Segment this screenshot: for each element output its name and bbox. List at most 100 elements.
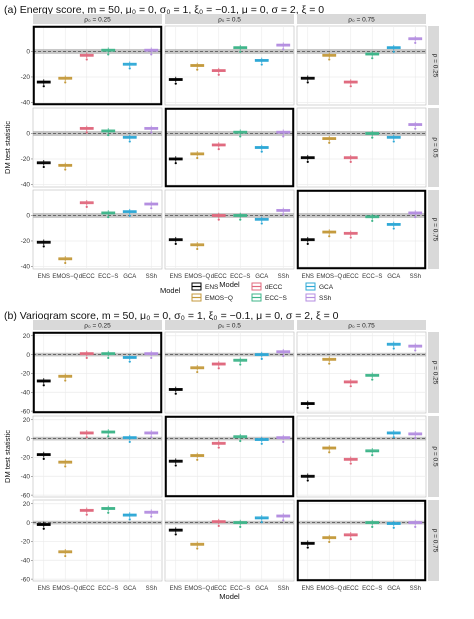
outlier-point (85, 131, 88, 134)
reference-band (33, 212, 162, 218)
highlighted-facet-border (164, 415, 295, 498)
x-tick-label: ENS (170, 586, 182, 592)
column-strip-label: ρ₀ = 0.25 (84, 17, 111, 24)
legend-item-label: dECC (265, 284, 283, 291)
outlier-point (282, 213, 285, 216)
outlier-point (414, 437, 417, 440)
energy-score-panel: (a) Energy score, m = 50, μ₀ = 0, σ₀ = 1… (3, 4, 439, 289)
y-tick-label: 20 (23, 417, 31, 424)
outlier-point (282, 519, 285, 522)
row-strip-label: ρ = 0.5 (432, 137, 439, 158)
y-tick-label: -40 (21, 389, 31, 396)
outlier-point (371, 525, 374, 528)
outlier-point (107, 435, 110, 438)
reference-band (297, 130, 426, 136)
x-tick-label: dECC (79, 274, 96, 280)
outlier-point (128, 214, 131, 217)
outlier-point (349, 236, 352, 239)
facet-background (296, 25, 427, 106)
x-tick-label: GCA (387, 586, 400, 592)
outlier-point (239, 363, 242, 366)
x-tick-label: ECC−S (98, 586, 118, 592)
y-tick-label: 0 (26, 352, 30, 359)
outlier-point (349, 462, 352, 465)
row-strip (428, 108, 439, 187)
outlier-point (150, 436, 153, 439)
x-tick-label: EMOS−Q (184, 586, 210, 592)
x-axis-title: Model (219, 592, 240, 601)
column-strip-label: ρ₀ = 0.75 (348, 323, 375, 330)
reference-band (297, 520, 426, 525)
outlier-point (282, 48, 285, 51)
column-strip (33, 320, 162, 330)
x-tick-label: dECC (343, 586, 360, 592)
outlier-point (42, 384, 45, 387)
y-tick-label: -60 (21, 576, 31, 583)
row-strip (428, 26, 439, 105)
outlier-point (150, 131, 153, 134)
outlier-point (239, 439, 242, 443)
y-tick-label: -40 (21, 100, 31, 107)
outlier-point (107, 356, 110, 360)
outlier-point (64, 261, 67, 265)
outlier-point (328, 362, 331, 365)
reference-band (33, 520, 162, 525)
outlier-point (64, 465, 67, 468)
outlier-point (107, 511, 110, 514)
outlier-point (64, 379, 67, 382)
outlier-point (64, 81, 67, 84)
outlier-point (196, 547, 199, 550)
facet-background (296, 415, 427, 498)
facet-background (164, 499, 295, 582)
outlier-point (414, 349, 417, 352)
panel-title: (b) Variogram score, m = 50, μ₀ = 0, σ₀ … (4, 310, 339, 322)
reference-band (33, 352, 162, 357)
highlighted-facet-border (32, 331, 163, 414)
x-tick-label: ECC−S (98, 274, 118, 280)
highlighted-facet-border (164, 107, 295, 188)
column-strip (297, 14, 426, 24)
outlier-point (392, 526, 395, 529)
x-tick-label: EMOS−Q (316, 586, 342, 592)
column-strip (165, 320, 294, 330)
x-tick-label: dECC (343, 274, 360, 280)
outlier-point (282, 135, 285, 138)
outlier-point (328, 235, 331, 238)
outlier-point (196, 370, 199, 374)
reference-band (165, 212, 294, 218)
x-tick-label: ENS (170, 274, 182, 280)
row-strip-label: ρ = 0.25 (432, 361, 439, 385)
x-tick-label: ENS (38, 586, 50, 592)
variogram-score-panel: (b) Variogram score, m = 50, μ₀ = 0, σ₀ … (3, 310, 439, 601)
outlier-point (260, 222, 263, 225)
outlier-point (349, 85, 352, 88)
y-tick-label: 0 (26, 213, 30, 220)
outlier-point (239, 218, 242, 221)
outlier-point (392, 227, 395, 230)
outlier-point (239, 525, 242, 528)
outlier-point (174, 242, 177, 245)
outlier-point (128, 67, 131, 70)
outlier-point (414, 127, 417, 130)
x-tick-label: SSh (278, 586, 289, 592)
outlier-point (174, 162, 177, 165)
outlier-point (217, 73, 220, 76)
outlier-point (306, 160, 309, 163)
outlier-point (306, 546, 309, 549)
y-tick-label: -60 (21, 408, 31, 415)
outlier-point (260, 442, 263, 445)
outlier-point (349, 385, 352, 388)
y-tick-label: 0 (26, 49, 30, 56)
reference-band (297, 352, 426, 357)
outlier-point (217, 524, 220, 528)
y-tick-label: -40 (21, 264, 31, 271)
reference-band (297, 212, 426, 218)
column-strip-label: ρ₀ = 0.25 (84, 323, 111, 330)
outlier-point (128, 440, 131, 444)
outlier-point (42, 245, 45, 248)
outlier-point (150, 53, 153, 56)
outlier-point (349, 160, 352, 163)
outlier-point (128, 360, 131, 363)
